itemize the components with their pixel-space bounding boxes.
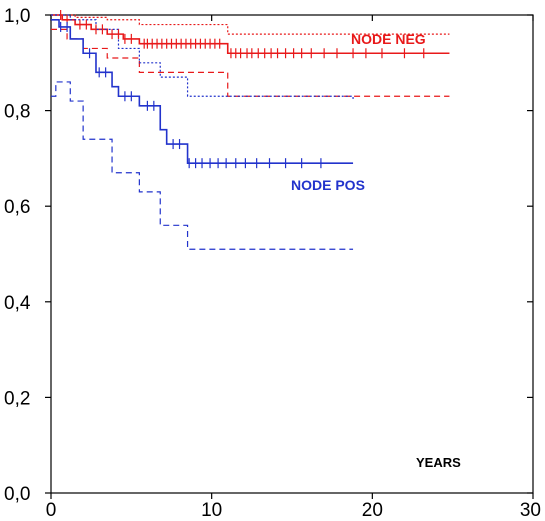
y-tick-label: 0,4: [4, 293, 31, 314]
y-tick-label: 0,0: [4, 484, 30, 505]
node-neg-label: NODE NEG: [351, 31, 426, 47]
node-pos-label: NODE POS: [291, 177, 365, 193]
x-tick-label: 10: [201, 500, 222, 521]
node-pos-upper-ci-line: [51, 14, 354, 102]
x-axis-ticks: 0 10 20 30: [46, 15, 541, 521]
x-tick-label: 30: [520, 500, 541, 521]
node-neg-line: [51, 14, 450, 55]
node-neg-lower-ci-line: [51, 28, 450, 97]
survival-curves: [51, 14, 450, 250]
node-pos-lower-ci-line: [51, 81, 354, 250]
plot-frame: [50, 14, 534, 494]
x-tick-label: 0: [46, 500, 57, 521]
y-tick-label: 0,8: [4, 102, 30, 123]
y-tick-label: 0,2: [4, 388, 30, 409]
y-axis-ticks: 0,0 0,2 0,4 0,6 0,8 1,0: [4, 6, 533, 505]
x-tick-label: 20: [362, 500, 383, 521]
node-neg-upper-ci-line: [51, 14, 450, 35]
y-tick-label: 1,0: [4, 6, 30, 27]
x-axis-title: YEARS: [416, 455, 461, 470]
censor-marks: [60, 10, 425, 169]
node-pos-line: [51, 18, 354, 164]
y-tick-label: 0,6: [4, 197, 30, 218]
